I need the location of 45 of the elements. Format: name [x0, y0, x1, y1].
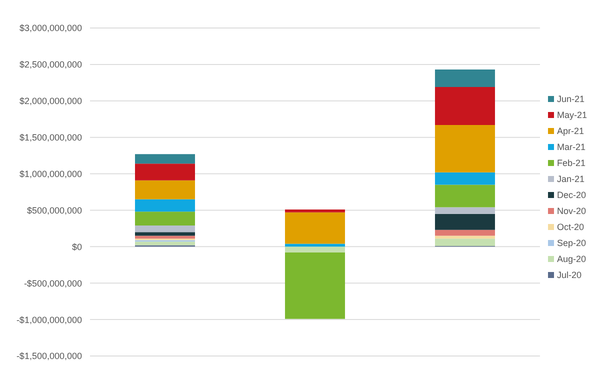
bar [135, 232, 195, 236]
bar [434, 238, 495, 246]
bar [434, 214, 495, 230]
bar [434, 87, 495, 125]
y-tick-label: $2,500,000,000 [19, 60, 82, 70]
bar [135, 199, 195, 212]
legend-label: Feb-21 [556, 158, 586, 168]
legend-label: Apr-21 [556, 126, 584, 136]
y-tick-label: $3,000,000,000 [19, 23, 82, 34]
bar [135, 154, 195, 164]
y-tick-label: $1,500,000,000 [19, 132, 82, 143]
legend-label: Jun-21 [556, 94, 585, 104]
bar [284, 252, 345, 319]
bar [135, 236, 195, 239]
y-tick-label: $0 [72, 242, 82, 252]
legend-label: Jul-20 [556, 270, 582, 280]
bar [135, 242, 195, 246]
bar [434, 230, 495, 236]
bar [135, 180, 195, 200]
y-tick-label: -$500,000,000 [24, 278, 82, 288]
legend-label: May-21 [556, 110, 587, 120]
legend-label: Mar-21 [556, 142, 586, 152]
bar [284, 209, 345, 212]
y-tick-label: $1,000,000,000 [19, 168, 82, 179]
bar [135, 164, 195, 180]
bar [284, 212, 345, 244]
bar [434, 70, 495, 88]
bar [434, 207, 495, 214]
bar [434, 236, 495, 239]
bar [434, 184, 495, 208]
bar [284, 246, 345, 252]
y-tick-label: -$1,000,000,000 [16, 314, 82, 325]
y-tick-label: $500,000,000 [26, 205, 82, 216]
bar [434, 124, 495, 172]
legend-label: Sep-20 [556, 238, 586, 248]
legend-label: Aug-20 [556, 254, 586, 264]
bar [135, 226, 195, 232]
bar [135, 212, 195, 226]
legend-label: Jan-21 [556, 174, 585, 184]
y-tick-label: -$1,500,000,000 [16, 351, 82, 362]
legend-label: Dec-20 [556, 190, 586, 200]
legend-label: Oct-20 [556, 222, 584, 232]
y-tick-label: $2,000,000,000 [19, 96, 82, 106]
legend-label: Nov-20 [556, 206, 586, 216]
bar [434, 172, 495, 185]
